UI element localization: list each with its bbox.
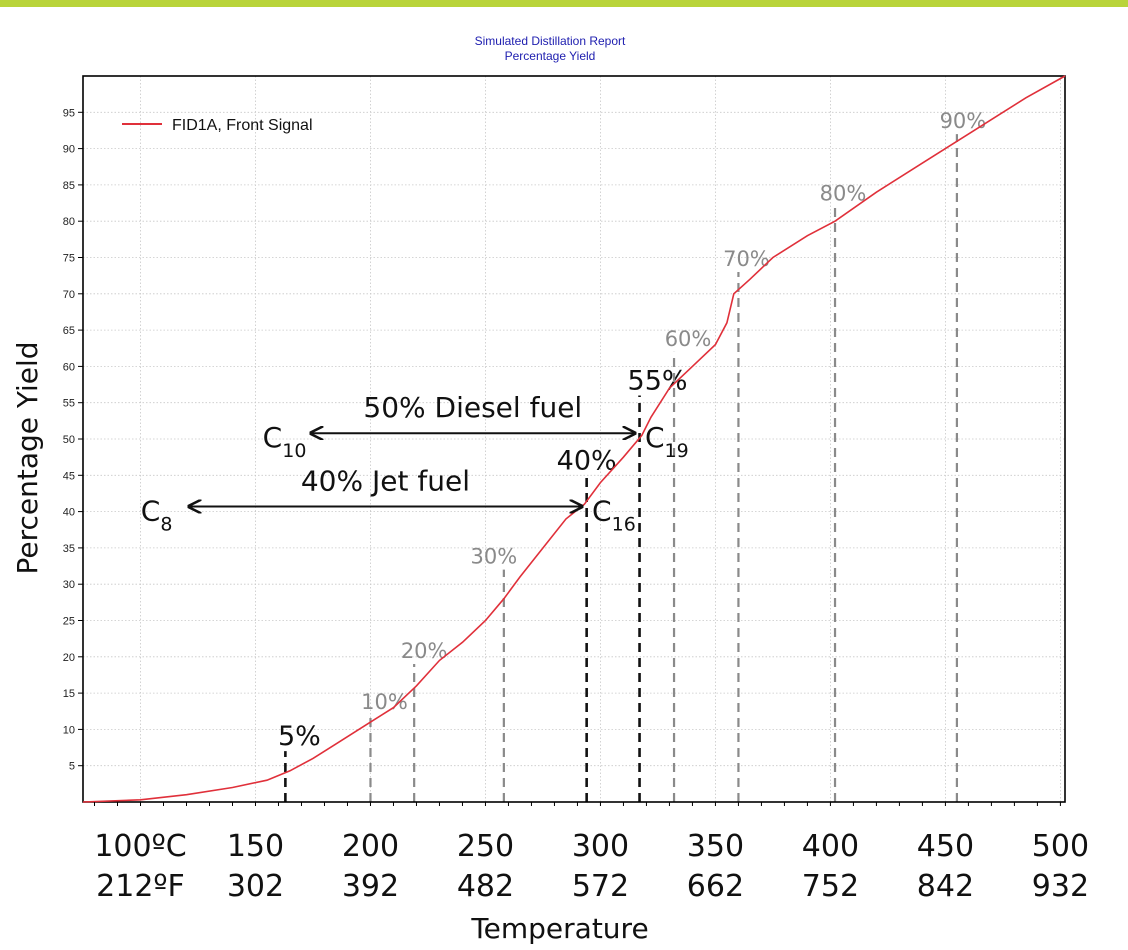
x-tick-label-celsius: 100ºC	[94, 829, 186, 864]
cut-label: 55%	[628, 365, 688, 396]
x-tick-label-celsius: 450	[917, 829, 974, 864]
cut-label: 10%	[361, 690, 408, 714]
x-tick-label-fahrenheit: 932	[1032, 869, 1089, 904]
fuel-ranges: 50% Diesel fuel C10 C19 40% Jet fuel C8 C16	[141, 391, 689, 535]
cut-lines: 5%10%20%30%40%55%60%70%80%90%	[278, 109, 986, 802]
x-axis-ticks: 100ºC 212ºF 150 302 200 392 250 482 300 572 350 662…	[93, 802, 1089, 904]
chart-title: Simulated Distillation Report	[475, 34, 626, 48]
y-tick-label: 80	[63, 216, 75, 228]
range-label: 40% Jet fuel	[301, 465, 470, 498]
carbon-end-label: C19	[645, 421, 689, 462]
y-tick-label: 65	[63, 325, 75, 337]
x-tick-label-celsius: 250	[457, 829, 514, 864]
cut-label: 90%	[940, 109, 987, 133]
cut-label: 30%	[471, 545, 518, 569]
y-tick-label: 10	[63, 724, 75, 736]
x-tick-label-fahrenheit: 482	[457, 869, 514, 904]
x-tick-label-celsius: 500	[1032, 829, 1089, 864]
x-tick-label-fahrenheit: 752	[802, 869, 859, 904]
y-axis-label: Percentage Yield	[11, 341, 44, 574]
cut-label: 20%	[401, 639, 448, 663]
x-tick-label-fahrenheit: 302	[227, 869, 284, 904]
y-tick-label: 75	[63, 253, 75, 265]
series-line-fid1a	[82, 75, 1066, 803]
carbon-end-label: C16	[592, 495, 636, 536]
y-axis-ticks: 5 10 15 20 25 30 35 40 45 50 55 60 65 70 75 80 85 90 95	[63, 107, 83, 773]
y-tick-label: 40	[63, 507, 75, 519]
x-tick-label-fahrenheit: 662	[687, 869, 744, 904]
carbon-start-label: C8	[141, 495, 173, 536]
y-tick-label: 85	[63, 180, 75, 192]
plot-frame	[82, 75, 1066, 803]
cut-label: 80%	[820, 182, 867, 206]
cut-label: 5%	[278, 721, 321, 752]
cut-label: 60%	[665, 327, 712, 351]
legend-label: FID1A, Front Signal	[172, 117, 313, 134]
y-tick-label: 45	[63, 470, 75, 482]
y-tick-label: 25	[63, 616, 75, 628]
y-tick-label: 70	[63, 289, 75, 301]
x-axis-label: Temperature	[470, 912, 648, 945]
x-tick-label-fahrenheit: 392	[342, 869, 399, 904]
y-tick-label: 20	[63, 652, 75, 664]
y-tick-label: 5	[69, 761, 75, 773]
chart-subtitle: Percentage Yield	[505, 49, 596, 63]
y-tick-label: 60	[63, 361, 75, 373]
y-tick-label: 30	[63, 579, 75, 591]
y-tick-label: 50	[63, 434, 75, 446]
x-tick-label-celsius: 300	[572, 829, 629, 864]
y-tick-label: 15	[63, 688, 75, 700]
x-tick-label-celsius: 200	[342, 829, 399, 864]
x-tick-label-celsius: 150	[227, 829, 284, 864]
range-label: 50% Diesel fuel	[363, 391, 582, 424]
x-tick-label-celsius: 350	[687, 829, 744, 864]
x-tick-label-fahrenheit: 572	[572, 869, 629, 904]
x-tick-label-fahrenheit: 212ºF	[96, 869, 185, 904]
legend: FID1A, Front Signal	[122, 117, 313, 134]
x-tick-label-fahrenheit: 842	[917, 869, 974, 904]
top-accent-bar	[0, 0, 1128, 7]
y-tick-label: 95	[63, 107, 75, 119]
y-tick-label: 90	[63, 144, 75, 156]
carbon-start-label: C10	[263, 421, 307, 462]
y-tick-label: 35	[63, 543, 75, 555]
cut-label: 40%	[557, 445, 617, 476]
grid	[83, 76, 1065, 802]
y-tick-label: 55	[63, 398, 75, 410]
x-tick-label-celsius: 400	[802, 829, 859, 864]
